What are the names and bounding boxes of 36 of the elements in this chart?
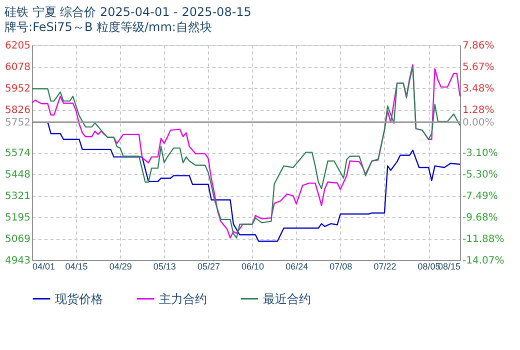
- y2-tick-label: -5.30%: [462, 170, 498, 181]
- y2-tick-label: -3.10%: [462, 148, 498, 159]
- y2-tick-label: 1.28%: [462, 105, 494, 116]
- y2-tick-label: -11.88%: [462, 234, 504, 246]
- y-tick-label: 5752: [5, 118, 30, 129]
- y-tick-label: 6205: [5, 40, 30, 52]
- x-tick-label: 04/15: [65, 262, 88, 272]
- y2-tick-label: 5.67%: [462, 62, 494, 73]
- x-tick-label: 04/01: [32, 262, 56, 272]
- y2-tick-label: 3.48%: [462, 83, 494, 94]
- chart-subtitle: 牌号:FeSi75～B 粒度等级/mm:自然块: [4, 20, 212, 34]
- legend-label: 现货价格: [55, 292, 103, 306]
- legend-label: 主力合约: [159, 292, 207, 306]
- y-tick-label: 5321: [5, 191, 30, 202]
- y2-tick-label: -14.07%: [462, 256, 504, 266]
- y-tick-label: 5574: [5, 148, 30, 159]
- y2-tick-label: -9.68%: [462, 212, 498, 224]
- y-tick-label: 6078: [5, 62, 30, 74]
- y-tick-label: 5826: [5, 105, 30, 116]
- x-tick-label: 05/13: [153, 262, 176, 272]
- x-tick-label: 06/24: [286, 262, 308, 272]
- x-tick-label: 06/10: [242, 262, 264, 272]
- y2-tick-label: 7.86%: [462, 40, 494, 52]
- y-tick-label: 5952: [5, 84, 30, 95]
- chart-title: 硅铁 宁夏 综合价 2025-04-01 - 2025-08-15: [4, 5, 252, 19]
- y2-tick-label: -7.49%: [462, 190, 498, 202]
- y-tick-label: 5448: [5, 169, 30, 180]
- y-tick-label: 5195: [5, 212, 30, 224]
- y-tick-label: 5069: [5, 234, 30, 246]
- y-tick-label: 4943: [5, 256, 30, 266]
- y2-tick-label: 0.00%: [462, 118, 494, 129]
- x-tick-label: 07/08: [330, 262, 352, 272]
- legend-label: 最近合约: [263, 292, 311, 306]
- x-tick-label: 05/27: [197, 262, 220, 272]
- x-tick-label: 07/22: [374, 262, 396, 272]
- x-tick-label: 04/29: [109, 262, 132, 272]
